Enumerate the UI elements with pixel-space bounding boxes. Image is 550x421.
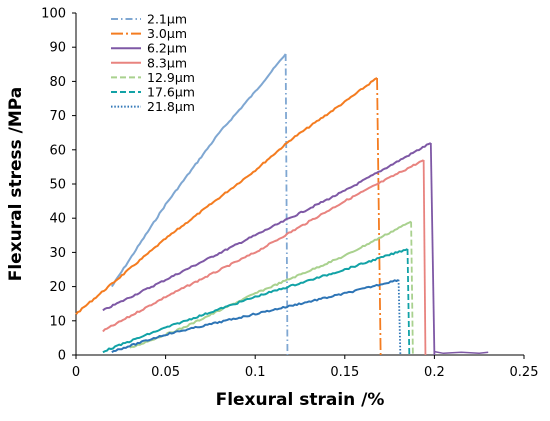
legend-label: 6.2µm [147,41,187,56]
y-axis-title: Flexural stress /MPa [6,87,26,282]
series-curve [102,248,408,354]
y-tick-label: 30 [49,246,66,261]
y-tick-label: 10 [49,314,66,329]
x-tick-label: 0.1 [245,365,266,380]
legend-item: 6.2µm [111,41,187,56]
series-tail [434,350,489,355]
legend-item: 21.8µm [111,99,195,114]
y-tick-label: 50 [49,178,66,193]
x-tick-label: 0.25 [510,365,539,380]
legend-label: 8.3µm [147,55,187,70]
y-tick-label: 100 [41,7,66,22]
series-6 [102,248,411,356]
series-drop-line [376,77,382,356]
legend-label: 3.0µm [147,26,187,41]
series-drop-line [422,160,427,356]
legend-item: 8.3µm [111,55,187,70]
y-tick-label: 20 [49,280,66,295]
legend-item: 17.6µm [111,85,195,100]
y-tick-label: 80 [49,75,66,90]
legend-item: 2.1µm [111,12,187,27]
series-curve [111,278,400,354]
x-tick-label: 0.05 [151,365,180,380]
y-tick-label: 40 [49,212,66,227]
x-axis-title: Flexural strain /% [216,390,385,410]
series-drop-line [429,142,436,356]
series-2 [75,77,382,356]
series-drop-line [406,248,411,356]
y-tick-label: 70 [49,109,66,124]
x-tick-label: 0.15 [330,365,359,380]
legend-label: 12.9µm [147,70,195,85]
series-drop-line [284,54,289,356]
series-curve [129,220,412,349]
legend-label: 21.8µm [147,99,195,114]
series-1 [110,53,289,356]
y-tick-label: 0 [58,349,66,364]
x-tick-label: 0 [72,365,80,380]
legend-item: 3.0µm [111,26,187,41]
y-tick-label: 60 [49,143,66,158]
tick-labels: 0 10 20 30 40 50 60 70 80 90 100 0 0.05 0.1 0.15 0.2 0.2… [41,7,538,381]
y-tick-label: 90 [49,41,66,56]
series-lines [75,53,489,356]
series-4 [102,159,427,356]
legend-label: 2.1µm [147,12,187,27]
legend-label: 17.6µm [147,85,195,100]
series-drop-line [397,279,402,356]
x-tick-label: 0.2 [424,365,445,380]
series-curve [110,53,287,288]
series-7 [111,278,402,356]
legend-item: 12.9µm [111,70,195,85]
series-curve [75,77,378,315]
series-drop-line [410,221,414,356]
series-3 [102,142,489,356]
series-curve [102,142,432,312]
series-curve [102,159,425,333]
tick-marks [72,12,525,359]
